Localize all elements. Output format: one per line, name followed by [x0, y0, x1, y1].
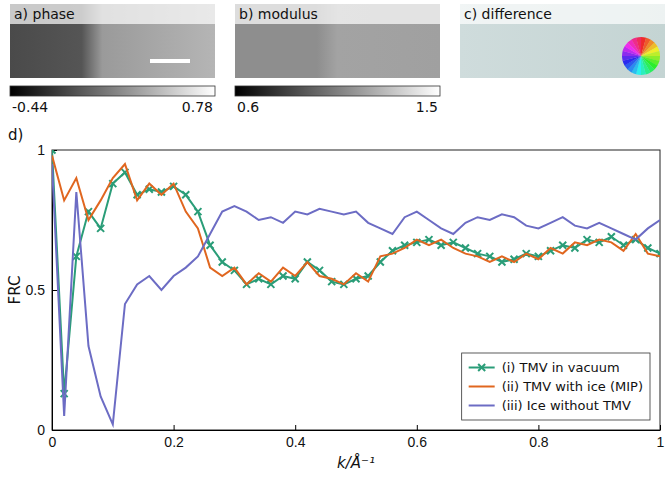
series-marker	[182, 191, 189, 198]
legend-box	[462, 353, 650, 420]
series-marker	[219, 259, 226, 266]
series-marker	[425, 236, 432, 243]
wheel-segment	[636, 37, 641, 56]
wheel-segment	[641, 56, 646, 75]
panel-title: c) difference	[464, 6, 552, 22]
series-marker	[486, 253, 493, 260]
y-tick: 1	[37, 142, 57, 158]
y-tick: 0.5	[26, 282, 57, 298]
series-marker	[559, 242, 566, 249]
series-marker	[584, 236, 591, 243]
x-tick-mark	[174, 425, 175, 430]
series-marker	[608, 233, 615, 240]
x-tick-label: 0.8	[529, 434, 549, 450]
y-tick-mark	[52, 430, 57, 431]
legend-label: (iii) Ice without TMV	[502, 398, 631, 413]
wheel-segment	[623, 56, 641, 66]
x-tick-label: 1	[657, 434, 665, 450]
y-tick-label: 0.5	[26, 282, 46, 298]
wheel-segment	[641, 47, 659, 57]
series-line	[52, 156, 660, 285]
title-strip	[460, 4, 665, 24]
legend-entry: (ii) TMV with ice (MIP)	[469, 379, 643, 394]
x-axis-title: k/Å⁻¹	[337, 453, 375, 472]
series-marker	[194, 208, 201, 215]
figure: a) phase -0.44 0.78 b) modulus 0.6 1.5 c) diff…	[0, 0, 672, 479]
color-wheel	[622, 37, 660, 75]
legend-label: (ii) TMV with ice (MIP)	[502, 379, 643, 394]
series-marker	[280, 273, 287, 280]
y-tick-label: 0	[37, 422, 45, 438]
x-tick-mark	[538, 425, 539, 430]
y-tick-label: 1	[37, 142, 45, 158]
plot-area	[52, 150, 660, 424]
image-panel: a) phase -0.44 0.78	[10, 4, 215, 115]
legend: (i) TMV in vacuum (ii) TMV with ice (MIP)…	[462, 353, 650, 420]
image	[460, 4, 665, 78]
title-strip	[235, 4, 440, 24]
wheel-segment	[622, 56, 641, 61]
legend-marker	[478, 364, 485, 371]
legend-label: (i) TMV in vacuum	[502, 360, 620, 375]
x-tick-mark	[295, 425, 296, 430]
legend-entry: (i) TMV in vacuum	[469, 360, 620, 375]
title-strip	[10, 4, 215, 24]
colorbar-tick-label: 1.5	[416, 99, 438, 115]
wheel-segment	[641, 56, 651, 74]
legend-swatch	[469, 386, 495, 388]
y-tick-mark	[52, 290, 57, 291]
colorbar	[10, 86, 215, 96]
panel-label: d)	[8, 126, 23, 144]
image-panel: b) modulus 0.6 1.5	[235, 4, 440, 115]
wheel-segment	[632, 38, 642, 56]
colorbar-tick-label: 0.6	[237, 99, 259, 115]
x-tick-label: 0.4	[286, 434, 306, 450]
series-marker	[97, 225, 104, 232]
series-marker	[462, 245, 469, 252]
colorbar-tick-label: -0.44	[12, 99, 48, 115]
panel-title: a) phase	[14, 6, 75, 22]
x-tick-mark	[417, 425, 418, 430]
y-tick: 0	[37, 422, 57, 438]
x-tick: 0.6	[408, 425, 428, 450]
x-tick-label: 0	[49, 434, 57, 450]
legend-entry: (iii) Ice without TMV	[469, 398, 631, 413]
x-tick-label: 0.2	[164, 434, 184, 450]
image	[235, 4, 440, 78]
x-axis: 0 0.2 0.4 0.6 0.8 1	[49, 425, 665, 450]
legend-swatch	[469, 405, 495, 407]
x-axis-line	[53, 430, 661, 431]
x-tick-label: 0.6	[408, 434, 428, 450]
image-panel: c) difference	[460, 4, 665, 78]
wheel-segment	[641, 51, 660, 56]
series-marker	[52, 150, 56, 154]
colorbar	[235, 86, 440, 96]
x-tick: 1	[657, 425, 665, 450]
scale-bar	[150, 59, 190, 63]
series-marker	[450, 239, 457, 246]
image	[10, 4, 215, 78]
series-marker	[438, 242, 445, 249]
x-tick: 0.4	[286, 425, 306, 450]
x-tick-mark	[660, 425, 661, 430]
series-line	[52, 164, 660, 424]
series-marker	[207, 242, 214, 249]
x-tick: 0.8	[529, 425, 549, 450]
plot-frame	[52, 150, 660, 430]
series-marker	[498, 259, 505, 266]
x-tick: 0.2	[164, 425, 184, 450]
y-axis-title: FRC	[6, 276, 24, 305]
colorbar-tick-label: 0.78	[182, 99, 213, 115]
panel-title: b) modulus	[239, 6, 318, 22]
